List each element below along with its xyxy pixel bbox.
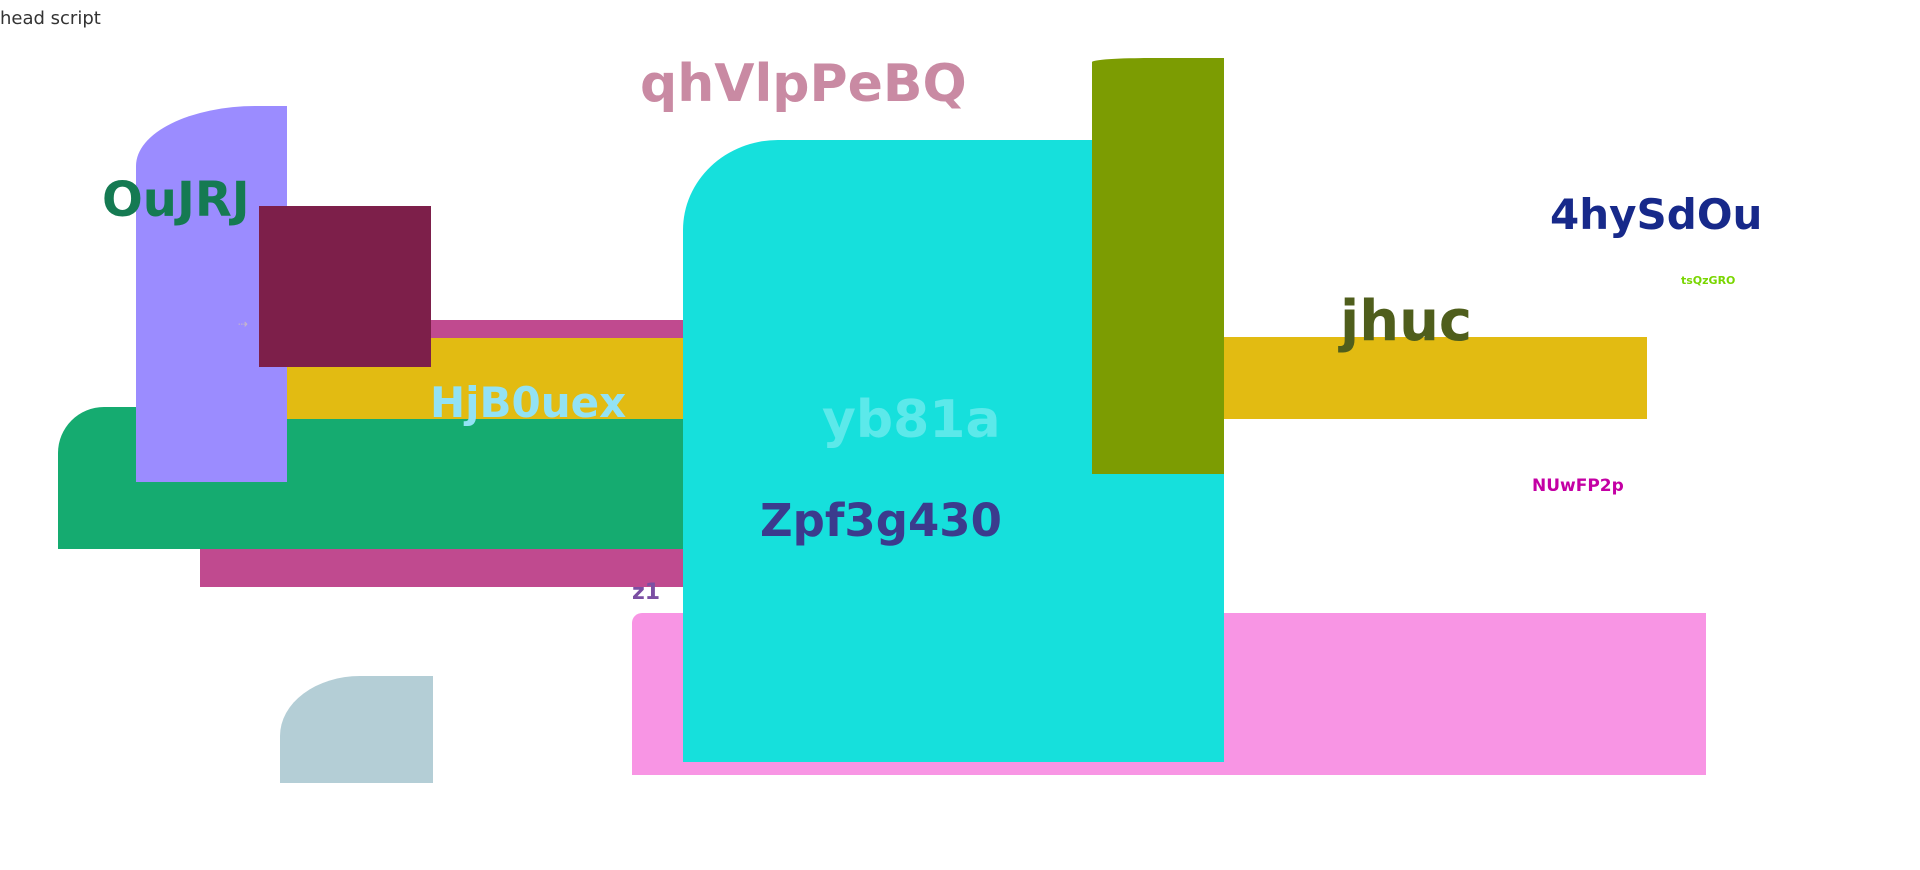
olive-block xyxy=(1092,58,1224,474)
yellow-band-right xyxy=(1220,337,1647,419)
blue-grey-block xyxy=(280,676,433,783)
olive-title: jhuc xyxy=(1340,289,1473,354)
wine-square xyxy=(259,206,431,367)
tiny-arrow-mark: ⇢ xyxy=(238,317,249,331)
yellow-band-text: HjB0uex xyxy=(430,378,627,427)
purple-main-text: Zpf3g430 xyxy=(760,494,1002,547)
small-purple-text: z1 xyxy=(632,580,661,605)
cyan-inner-text: yb81a xyxy=(822,390,1001,450)
magenta-small-text: NUwFP2p xyxy=(1532,476,1624,496)
small-green-text: tsQzGRO xyxy=(1681,274,1736,287)
top-left-text: head script xyxy=(0,8,101,29)
pink-title: qhVlpPeBQ xyxy=(640,54,967,114)
navy-title: 4hySdOu xyxy=(1550,190,1763,239)
green-title: OuJRJ xyxy=(102,172,250,228)
